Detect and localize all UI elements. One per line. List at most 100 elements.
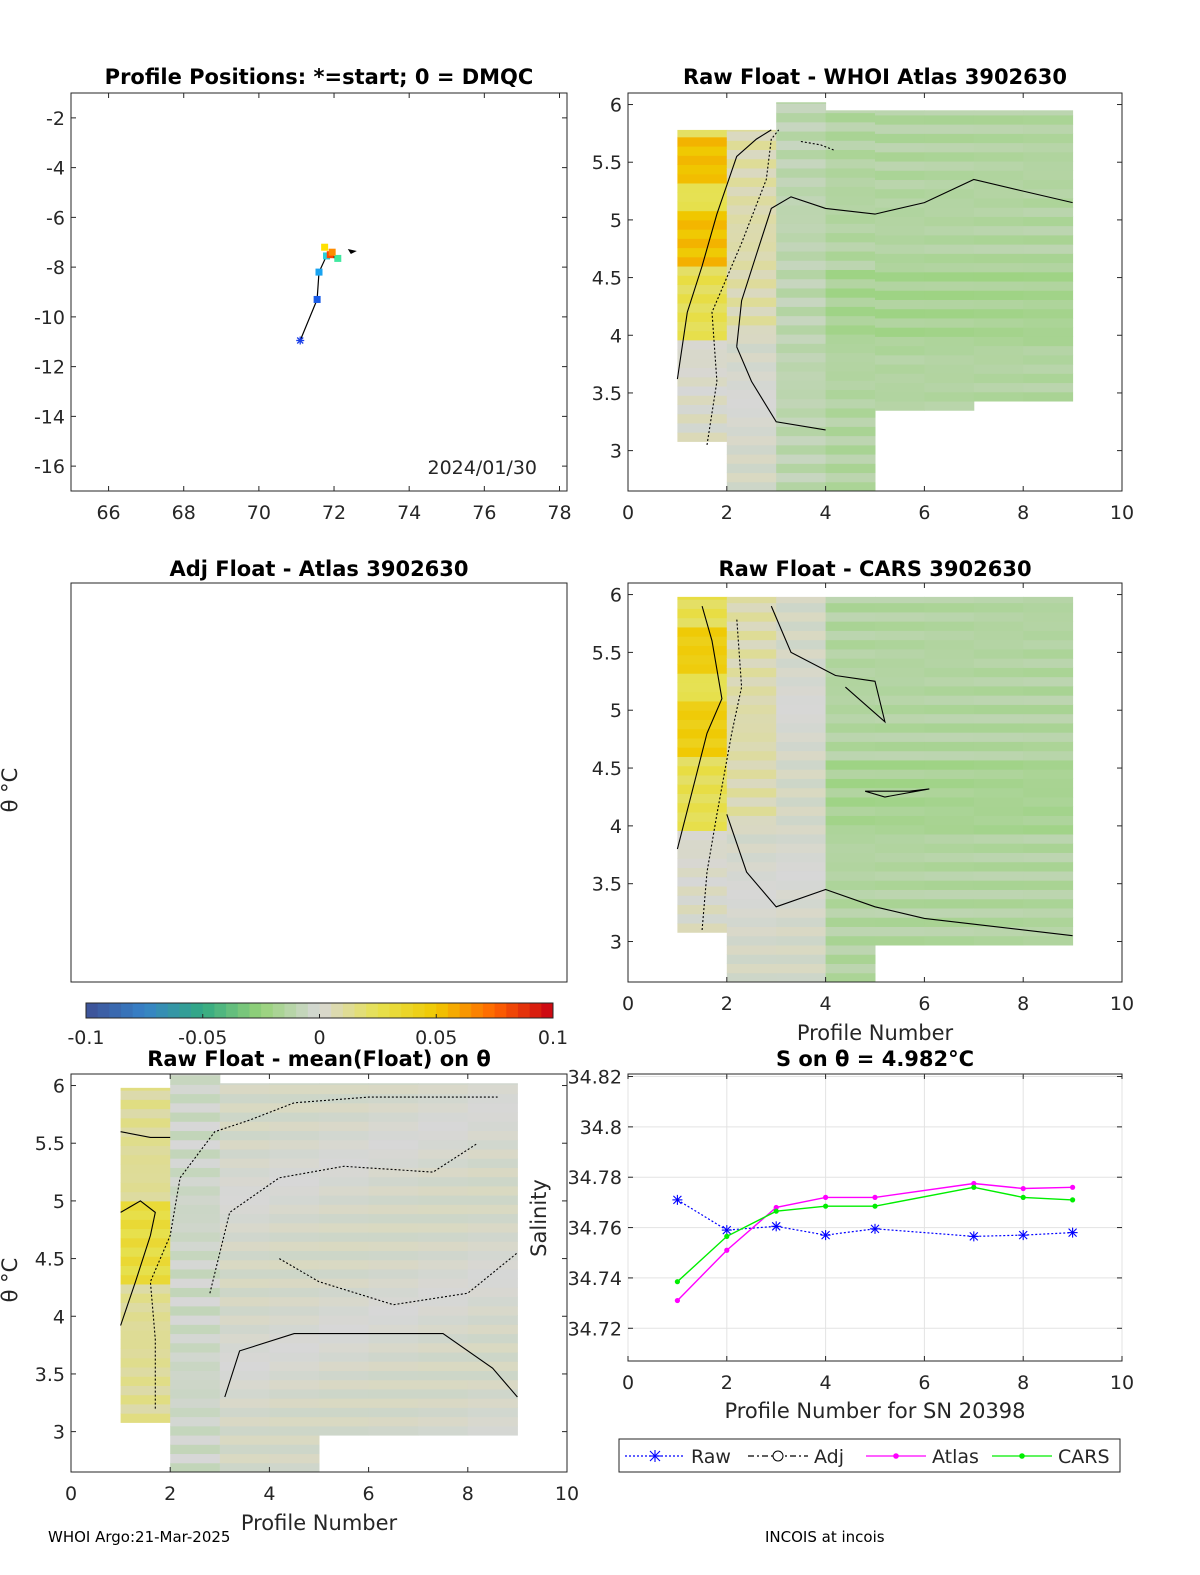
field-cell <box>319 1112 370 1122</box>
field-cell <box>825 306 876 317</box>
field-cell <box>368 1204 419 1215</box>
field-cell <box>726 741 777 752</box>
legend-item-raw: Raw <box>625 1446 731 1468</box>
raw-point-stroke <box>870 1224 880 1234</box>
positions-date-annotation: 2024/01/30 <box>427 457 537 479</box>
field-cell <box>170 1074 221 1076</box>
field-cell <box>875 861 925 872</box>
field-cell <box>1023 630 1074 641</box>
field-cell <box>368 1407 419 1418</box>
field-cell <box>368 1222 419 1233</box>
field-cell <box>418 1268 469 1279</box>
field-cell <box>973 179 1024 190</box>
field-cell <box>825 251 876 261</box>
field-cell <box>1023 769 1074 779</box>
cars-point <box>773 1208 779 1214</box>
field-cell <box>726 695 777 705</box>
field-cell <box>418 1250 469 1261</box>
field-cell <box>726 596 777 604</box>
field-cell <box>875 124 925 134</box>
field-cell <box>1023 364 1074 374</box>
y-tick-label: 4.5 <box>592 268 622 290</box>
field-cell <box>875 179 925 190</box>
field-cell <box>825 463 876 474</box>
field-cell <box>368 1315 419 1325</box>
field-cell <box>1023 290 1074 300</box>
colorbar-swatch <box>109 1003 122 1018</box>
field-cell <box>1023 354 1074 365</box>
field-cell <box>269 1241 320 1252</box>
field-cell <box>776 435 827 446</box>
field-cell <box>875 676 925 687</box>
field-cell <box>677 275 728 286</box>
field-cell <box>467 1241 518 1252</box>
field-cell <box>726 472 777 483</box>
field-cell <box>924 796 975 807</box>
field-cell <box>825 380 876 390</box>
field-cell <box>776 889 827 900</box>
field-cell <box>1023 216 1074 227</box>
field-cell <box>418 1185 469 1196</box>
field-cell <box>319 1232 370 1242</box>
colorbar-swatch <box>156 1003 169 1018</box>
field-cell <box>825 158 876 169</box>
field-cell <box>319 1352 370 1362</box>
field-cell <box>825 917 876 927</box>
colorbar-tick-label: -0.05 <box>178 1027 227 1049</box>
field-cell <box>319 1333 370 1344</box>
field-cell <box>1023 852 1074 863</box>
field-cell <box>776 880 827 890</box>
field-cell <box>825 435 876 446</box>
field-cell <box>319 1361 370 1371</box>
field-cell <box>825 361 876 372</box>
field-cell <box>368 1084 419 1095</box>
field-cell <box>924 244 975 254</box>
field-cell <box>1023 898 1074 909</box>
field-cell <box>825 861 876 872</box>
field-cell <box>726 149 777 160</box>
x-tick-label: 70 <box>247 502 271 524</box>
field-cell <box>269 1305 320 1316</box>
field-cell <box>1023 667 1074 678</box>
field-cell <box>924 806 975 816</box>
field-cell <box>170 1176 221 1187</box>
field-cell <box>219 1232 270 1242</box>
field-cell <box>170 1287 221 1298</box>
field-cell <box>120 1237 171 1248</box>
field-cell <box>677 146 728 156</box>
field-cell <box>875 630 925 641</box>
legend-label: Atlas <box>932 1446 979 1468</box>
field-cell <box>726 251 777 261</box>
colorbar-swatch <box>459 1003 472 1018</box>
field-cell <box>726 389 777 400</box>
field-cell <box>1023 133 1074 144</box>
x-tick-label: 6 <box>918 1372 930 1394</box>
field-cell <box>368 1130 419 1141</box>
legend-marker <box>893 1453 899 1459</box>
x-tick-label: 0 <box>622 1372 634 1394</box>
field-cell <box>973 787 1024 798</box>
field-cell <box>120 1302 171 1313</box>
field-cell <box>319 1083 370 1085</box>
field-cell <box>973 373 1024 384</box>
field-cell <box>776 426 827 437</box>
field-cell <box>467 1268 518 1279</box>
profile-position-marker <box>334 254 342 262</box>
field-cell <box>726 621 777 631</box>
field-cell <box>924 391 975 402</box>
field-cell <box>467 1324 518 1335</box>
field-cell <box>1023 161 1074 171</box>
field-cell <box>726 880 777 890</box>
field-cell <box>726 260 777 271</box>
atlas-point <box>773 1204 779 1211</box>
field-cell <box>973 281 1024 291</box>
cars-point <box>674 1279 681 1285</box>
raw-cars-axes <box>627 582 1123 983</box>
field-cell <box>319 1176 370 1187</box>
field-cell <box>677 432 728 442</box>
field-cell <box>319 1130 370 1141</box>
colorbar-swatch <box>132 1003 145 1018</box>
profile-position-marker <box>313 295 321 303</box>
field-cell <box>973 345 1024 356</box>
field-cell <box>875 852 925 863</box>
